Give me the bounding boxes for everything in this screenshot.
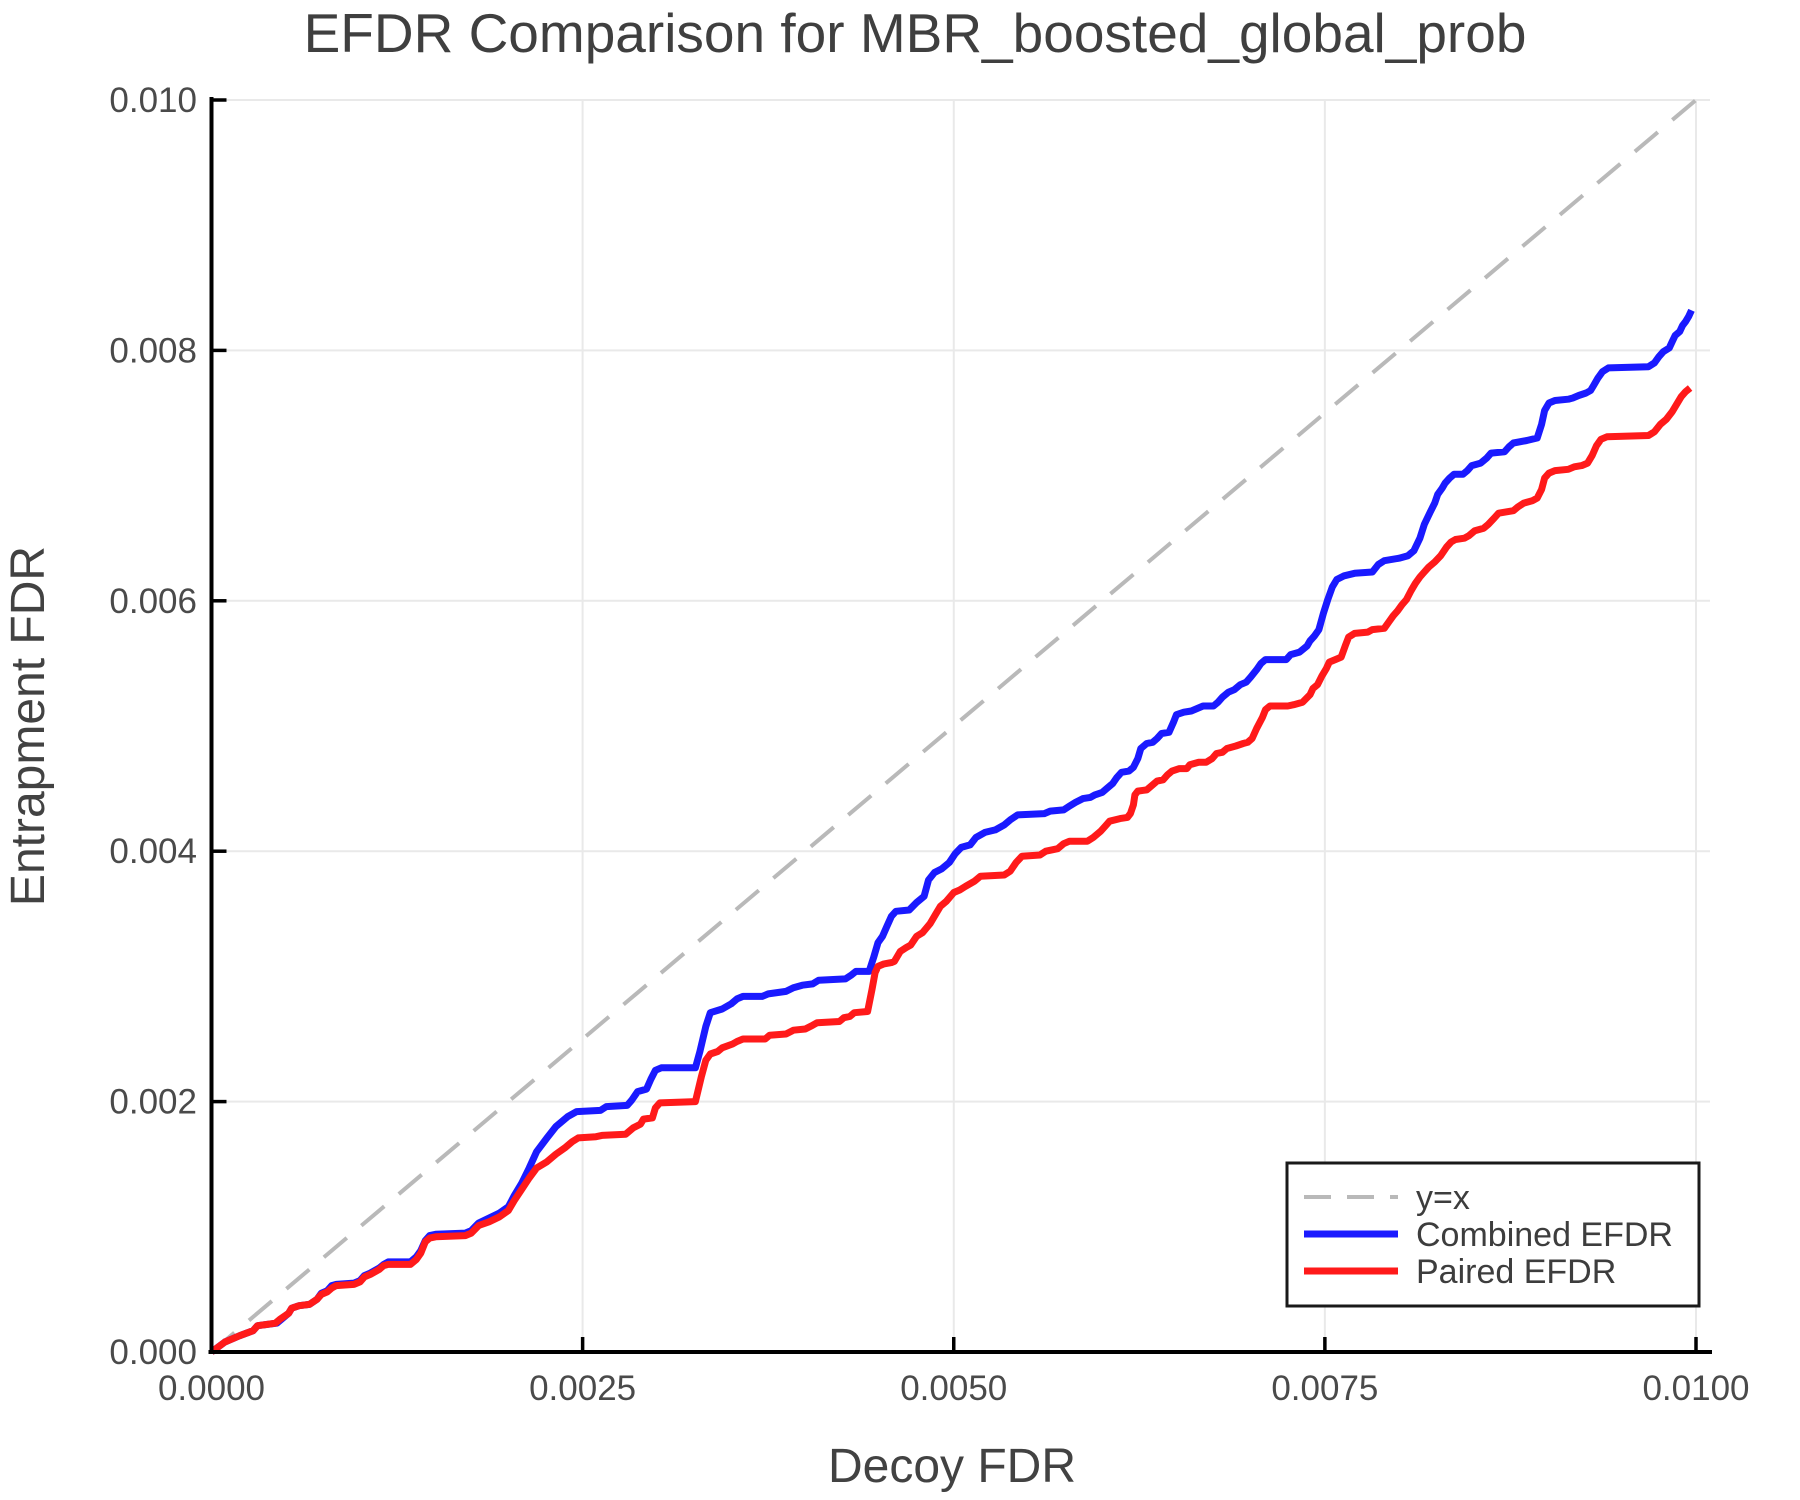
tick-marks-group	[209, 98, 1698, 1354]
x-tick-label: 0.0050	[900, 1369, 1007, 1408]
y-axis-title: Entrapment FDR	[2, 546, 55, 906]
axes-spines-group	[208, 97, 1712, 1354]
x-tick-label: 0.0075	[1271, 1369, 1378, 1408]
chart-title: EFDR Comparison for MBR_boosted_global_p…	[304, 2, 1527, 64]
y-tick-label: 0.008	[109, 331, 197, 370]
x-tick-label: 0.0025	[529, 1369, 636, 1408]
legend-label: y=x	[1416, 1179, 1470, 1217]
paired-efdr-line	[209, 385, 1693, 1355]
tick-labels-group: 0.0000 0.0025 0.0050 0.0075 0.0100 0.000 0.002…	[109, 81, 1749, 1408]
series-group	[209, 98, 1698, 1355]
y-tick-label: 0.006	[109, 582, 197, 621]
y-tick-label: 0.002	[109, 1083, 197, 1122]
identity-line	[210, 98, 1698, 1354]
x-tick-label: 0.0000	[158, 1369, 265, 1408]
legend-label: Paired EFDR	[1416, 1253, 1616, 1291]
legend-label: Combined EFDR	[1416, 1216, 1673, 1254]
x-tick-label: 0.0100	[1642, 1369, 1749, 1408]
y-tick-label: 0.010	[109, 81, 197, 120]
x-axis-title: Decoy FDR	[828, 1440, 1076, 1493]
y-tick-label: 0.004	[109, 832, 197, 871]
y-tick-label: 0.000	[109, 1333, 197, 1372]
